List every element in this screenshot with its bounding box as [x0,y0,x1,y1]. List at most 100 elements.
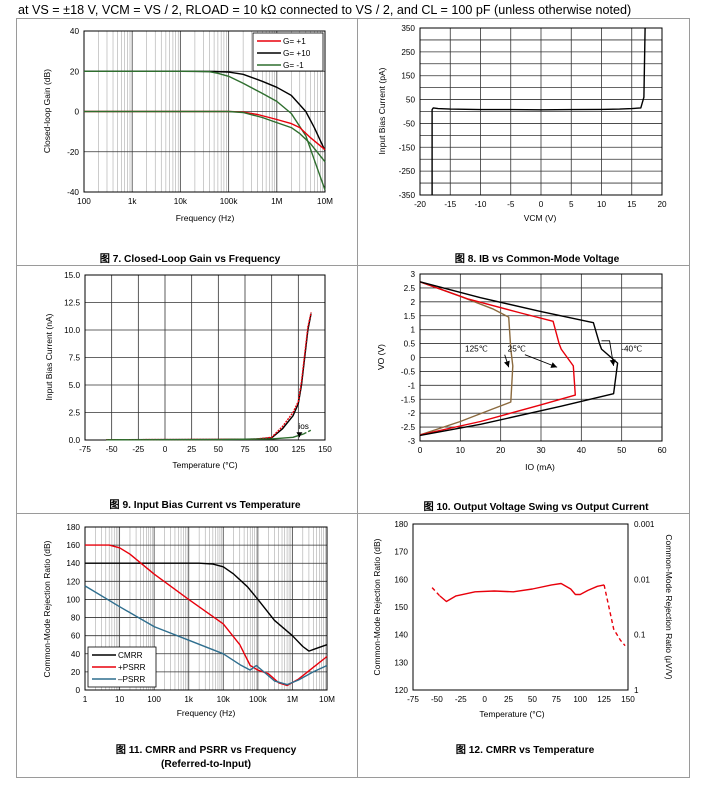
x-tick-label: -25 [132,445,144,454]
y-tick-label: 350 [401,24,415,33]
figure-title: 图 12. CMRR vs Temperature [456,744,595,756]
legend-label: –PSRR [118,675,145,684]
y-tick-label: -40 [67,188,79,197]
y-axis-label: Input Bias Current (nA) [44,313,54,400]
plot-frame [419,27,663,196]
series-line [84,585,328,686]
y-tick-label: -250 [399,167,416,176]
x-tick-label: 10k [217,695,231,704]
x-tick-label: 20 [657,200,667,209]
x-tick-label: 40 [577,446,587,455]
y-tick-label: 20 [71,668,81,677]
y-tick-label: 5.0 [69,381,81,390]
y-tick-label: 0.5 [404,340,416,349]
y-tick-label: 120 [66,577,80,586]
y-tick-label: -150 [399,143,416,152]
x-tick-label: 0 [163,445,168,454]
plot-frame [412,523,629,691]
arrow-head [609,359,616,366]
grid-divider-h2 [17,513,689,514]
series-line [85,562,328,652]
x-tick-label: 0 [418,446,423,455]
x-tick-label: 100 [573,695,587,704]
y-tick-label: 2.5 [69,409,81,418]
x-axis-label: Temperature (°C) [479,709,544,719]
x-axis-label: Frequency (Hz) [176,213,235,223]
series-line [419,281,514,436]
series-line [431,27,646,195]
x-tick-label: 100 [77,197,91,206]
x-tick-label: -50 [106,445,118,454]
plot-frame [419,273,663,442]
x-tick-label: 15 [627,200,637,209]
x-tick-label: 10M [319,695,335,704]
legend-label: G= +1 [283,37,306,46]
x-tick-label: 150 [621,695,635,704]
y-tick-label: 180 [394,520,408,529]
figure-title: 图 11. CMRR and PSRR vs Frequency [116,744,297,756]
figure-title: 图 8. IB vs Common-Mode Voltage [455,253,620,265]
annotation-label: ios [298,422,308,431]
series-line [431,587,441,597]
y-tick-label: 0 [75,686,80,695]
y-tick-label: 120 [394,686,408,695]
x-tick-label: 1 [83,695,88,704]
x-tick-label: 0 [482,695,487,704]
y-tick-label: 170 [394,548,408,557]
series-line [84,110,326,163]
y-tick-label: 80 [71,614,81,623]
y-axis-label: VO (V) [376,344,386,370]
y-tick-label: -20 [67,148,79,157]
x-tick-label: 100k [220,197,239,206]
x-tick-label: -50 [431,695,443,704]
legend-label: G= -1 [283,61,304,70]
y-tick-label: 3 [410,270,415,279]
y-tick-label: 12.5 [64,299,80,308]
x-tick-label: 25 [187,445,197,454]
x-tick-label: 75 [240,445,250,454]
y-tick-label: 130 [394,658,408,667]
x-tick-label: 100 [265,445,279,454]
y-tick-label: -0.5 [401,367,416,376]
y-tick-label: 2.5 [404,284,416,293]
y-tick-label: 20 [70,67,80,76]
conditions-header: at VS = ±18 V, VCM = VS / 2, RLOAD = 10 … [18,3,632,17]
y-tick-label: 140 [394,631,408,640]
y-tick-label: -2 [408,409,416,418]
y-tick-label: 50 [406,96,416,105]
y-axis-label: Closed-loop Gain (dB) [42,69,52,153]
x-tick-label: 10 [456,446,466,455]
legend-label: G= +10 [283,49,311,58]
x-tick-label: 1M [287,695,299,704]
y-tick-label: 150 [401,72,415,81]
x-tick-label: 100k [249,695,268,704]
x-tick-label: 10M [317,197,333,206]
y-tick-label: 160 [66,541,80,550]
y-tick-label: 250 [401,48,415,57]
grid-divider-v [357,19,358,777]
y-tick-label: 15.0 [64,271,80,280]
x-tick-label: 1M [271,197,283,206]
y-tick-label: -3 [408,437,416,446]
y-tick-label: 1 [410,326,415,335]
y-tick-label: 0.0 [69,436,81,445]
x-axis-label: Frequency (Hz) [177,708,236,718]
arrow-head [504,360,510,368]
annotation-label: 25℃ [508,344,526,353]
x-tick-label: 50 [214,445,224,454]
figure-grid [16,18,690,778]
y-tick-label: -2.5 [401,423,416,432]
series-line [603,584,626,647]
annotation-label: 125℃ [465,344,488,353]
x-tick-label: 30 [536,446,546,455]
series-line [419,281,576,436]
x-axis-label: VCM (V) [524,213,557,223]
y-tick-label: 40 [70,27,80,36]
x-tick-label: -25 [455,695,467,704]
x-tick-label: 50 [528,695,538,704]
y-tick-label: 60 [71,632,81,641]
series-line [439,582,605,603]
series-line [303,429,312,435]
